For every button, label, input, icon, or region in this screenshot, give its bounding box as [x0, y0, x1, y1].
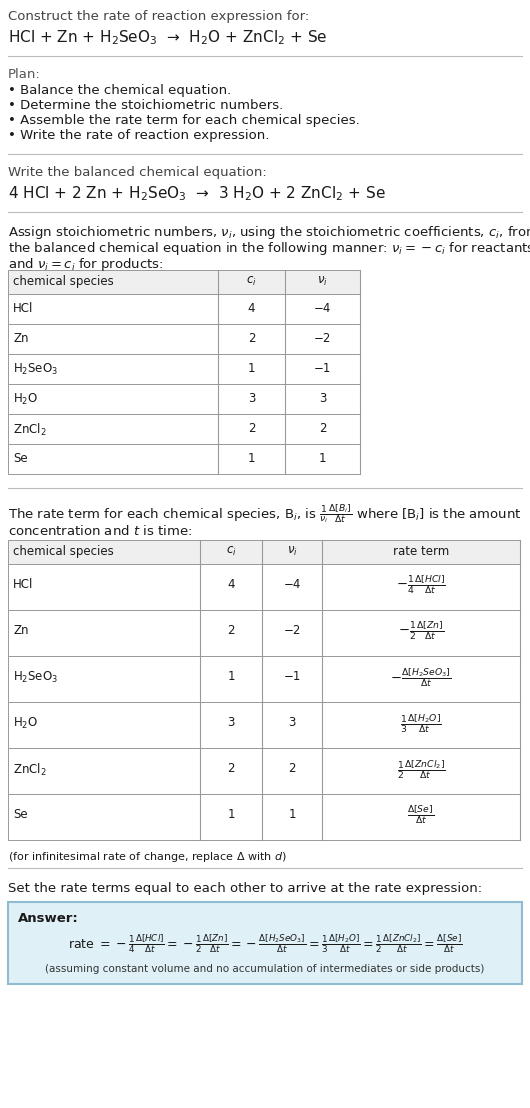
Text: (assuming constant volume and no accumulation of intermediates or side products): (assuming constant volume and no accumul…: [45, 964, 485, 974]
Text: Set the rate terms equal to each other to arrive at the rate expression:: Set the rate terms equal to each other t…: [8, 882, 482, 895]
Text: H$_2$O: H$_2$O: [13, 392, 38, 407]
Text: −1: −1: [314, 362, 331, 375]
Text: 3: 3: [319, 392, 326, 406]
Bar: [8, 444, 360, 474]
Text: Se: Se: [13, 808, 28, 821]
Text: Plan:: Plan:: [8, 68, 41, 81]
Text: The rate term for each chemical species, B$_i$, is $\frac{1}{\nu_i}\frac{\Delta[: The rate term for each chemical species,…: [8, 502, 522, 525]
Text: −2: −2: [314, 332, 331, 345]
Bar: [8, 294, 360, 324]
Text: Zn: Zn: [13, 332, 29, 345]
Text: HCl: HCl: [13, 578, 33, 591]
Text: (for infinitesimal rate of change, replace Δ with $d$): (for infinitesimal rate of change, repla…: [8, 850, 287, 864]
Bar: [8, 611, 520, 656]
Text: Zn: Zn: [13, 624, 29, 637]
Text: $-\frac{1}{4}\frac{\Delta[HCl]}{\Delta t}$: $-\frac{1}{4}\frac{\Delta[HCl]}{\Delta t…: [396, 574, 446, 596]
Text: $\frac{1}{3}\frac{\Delta[H_2O]}{\Delta t}$: $\frac{1}{3}\frac{\Delta[H_2O]}{\Delta t…: [400, 712, 442, 735]
Text: $\nu_i$: $\nu_i$: [287, 545, 297, 558]
Text: 2: 2: [248, 332, 255, 345]
Text: $-\frac{\Delta[H_2SeO_3]}{\Delta t}$: $-\frac{\Delta[H_2SeO_3]}{\Delta t}$: [391, 666, 452, 689]
Text: chemical species: chemical species: [13, 275, 114, 288]
Text: Assign stoichiometric numbers, $\nu_i$, using the stoichiometric coefficients, $: Assign stoichiometric numbers, $\nu_i$, …: [8, 224, 530, 242]
Text: • Balance the chemical equation.: • Balance the chemical equation.: [8, 84, 231, 98]
Bar: [8, 270, 360, 294]
Text: $\nu_i$: $\nu_i$: [317, 275, 328, 288]
Text: Write the balanced chemical equation:: Write the balanced chemical equation:: [8, 166, 267, 179]
Text: 3: 3: [248, 392, 255, 406]
Text: 1: 1: [319, 452, 326, 465]
Text: −1: −1: [284, 670, 301, 683]
Bar: [8, 564, 520, 611]
Text: 1: 1: [248, 452, 255, 465]
Bar: [8, 353, 360, 384]
Text: −4: −4: [284, 578, 301, 591]
Text: 2: 2: [227, 762, 235, 774]
Text: 2: 2: [248, 422, 255, 435]
Text: H$_2$SeO$_3$: H$_2$SeO$_3$: [13, 362, 58, 377]
Text: HCl: HCl: [13, 302, 33, 315]
Text: 2: 2: [319, 422, 326, 435]
Text: −2: −2: [284, 624, 301, 637]
Text: H$_2$O: H$_2$O: [13, 716, 38, 731]
Text: Se: Se: [13, 452, 28, 465]
Text: 1: 1: [227, 808, 235, 821]
Text: 4: 4: [248, 302, 255, 315]
Text: the balanced chemical equation in the following manner: $\nu_i = -c_i$ for react: the balanced chemical equation in the fo…: [8, 240, 530, 257]
Text: ZnCl$_2$: ZnCl$_2$: [13, 762, 47, 778]
Text: • Assemble the rate term for each chemical species.: • Assemble the rate term for each chemic…: [8, 114, 360, 127]
Text: ZnCl$_2$: ZnCl$_2$: [13, 422, 47, 438]
Text: Answer:: Answer:: [18, 912, 79, 925]
Text: $-\frac{1}{2}\frac{\Delta[Zn]}{\Delta t}$: $-\frac{1}{2}\frac{\Delta[Zn]}{\Delta t}…: [398, 620, 444, 643]
Bar: [8, 748, 520, 794]
Text: • Determine the stoichiometric numbers.: • Determine the stoichiometric numbers.: [8, 99, 283, 112]
Text: $c_i$: $c_i$: [226, 545, 236, 558]
Bar: [8, 540, 520, 564]
Text: rate $= -\frac{1}{4}\frac{\Delta[HCl]}{\Delta t} = -\frac{1}{2}\frac{\Delta[Zn]}: rate $= -\frac{1}{4}\frac{\Delta[HCl]}{\…: [68, 932, 462, 955]
Text: 1: 1: [288, 808, 296, 821]
Text: HCl + Zn + H$_2$SeO$_3$  →  H$_2$O + ZnCl$_2$ + Se: HCl + Zn + H$_2$SeO$_3$ → H$_2$O + ZnCl$…: [8, 28, 328, 47]
Bar: [8, 656, 520, 702]
Text: Construct the rate of reaction expression for:: Construct the rate of reaction expressio…: [8, 10, 309, 23]
Text: 2: 2: [227, 624, 235, 637]
Text: and $\nu_i = c_i$ for products:: and $\nu_i = c_i$ for products:: [8, 256, 164, 273]
Text: concentration and $t$ is time:: concentration and $t$ is time:: [8, 524, 192, 538]
Bar: [8, 902, 522, 984]
Bar: [8, 414, 360, 444]
Text: • Write the rate of reaction expression.: • Write the rate of reaction expression.: [8, 129, 269, 142]
Bar: [8, 702, 520, 748]
Text: 4: 4: [227, 578, 235, 591]
Text: H$_2$SeO$_3$: H$_2$SeO$_3$: [13, 670, 58, 685]
Text: 1: 1: [227, 670, 235, 683]
Text: 3: 3: [227, 716, 235, 729]
Text: $\frac{1}{2}\frac{\Delta[ZnCl_2]}{\Delta t}$: $\frac{1}{2}\frac{\Delta[ZnCl_2]}{\Delta…: [396, 758, 445, 781]
Text: 3: 3: [288, 716, 296, 729]
Text: chemical species: chemical species: [13, 545, 114, 558]
Text: 2: 2: [288, 762, 296, 774]
Bar: [8, 794, 520, 840]
Text: rate term: rate term: [393, 545, 449, 558]
Text: 1: 1: [248, 362, 255, 375]
Text: 4 HCl + 2 Zn + H$_2$SeO$_3$  →  3 H$_2$O + 2 ZnCl$_2$ + Se: 4 HCl + 2 Zn + H$_2$SeO$_3$ → 3 H$_2$O +…: [8, 184, 386, 203]
Bar: [8, 384, 360, 414]
Text: $c_i$: $c_i$: [246, 275, 257, 288]
Bar: [8, 324, 360, 353]
Text: −4: −4: [314, 302, 331, 315]
Text: $\frac{\Delta[Se]}{\Delta t}$: $\frac{\Delta[Se]}{\Delta t}$: [408, 804, 435, 827]
